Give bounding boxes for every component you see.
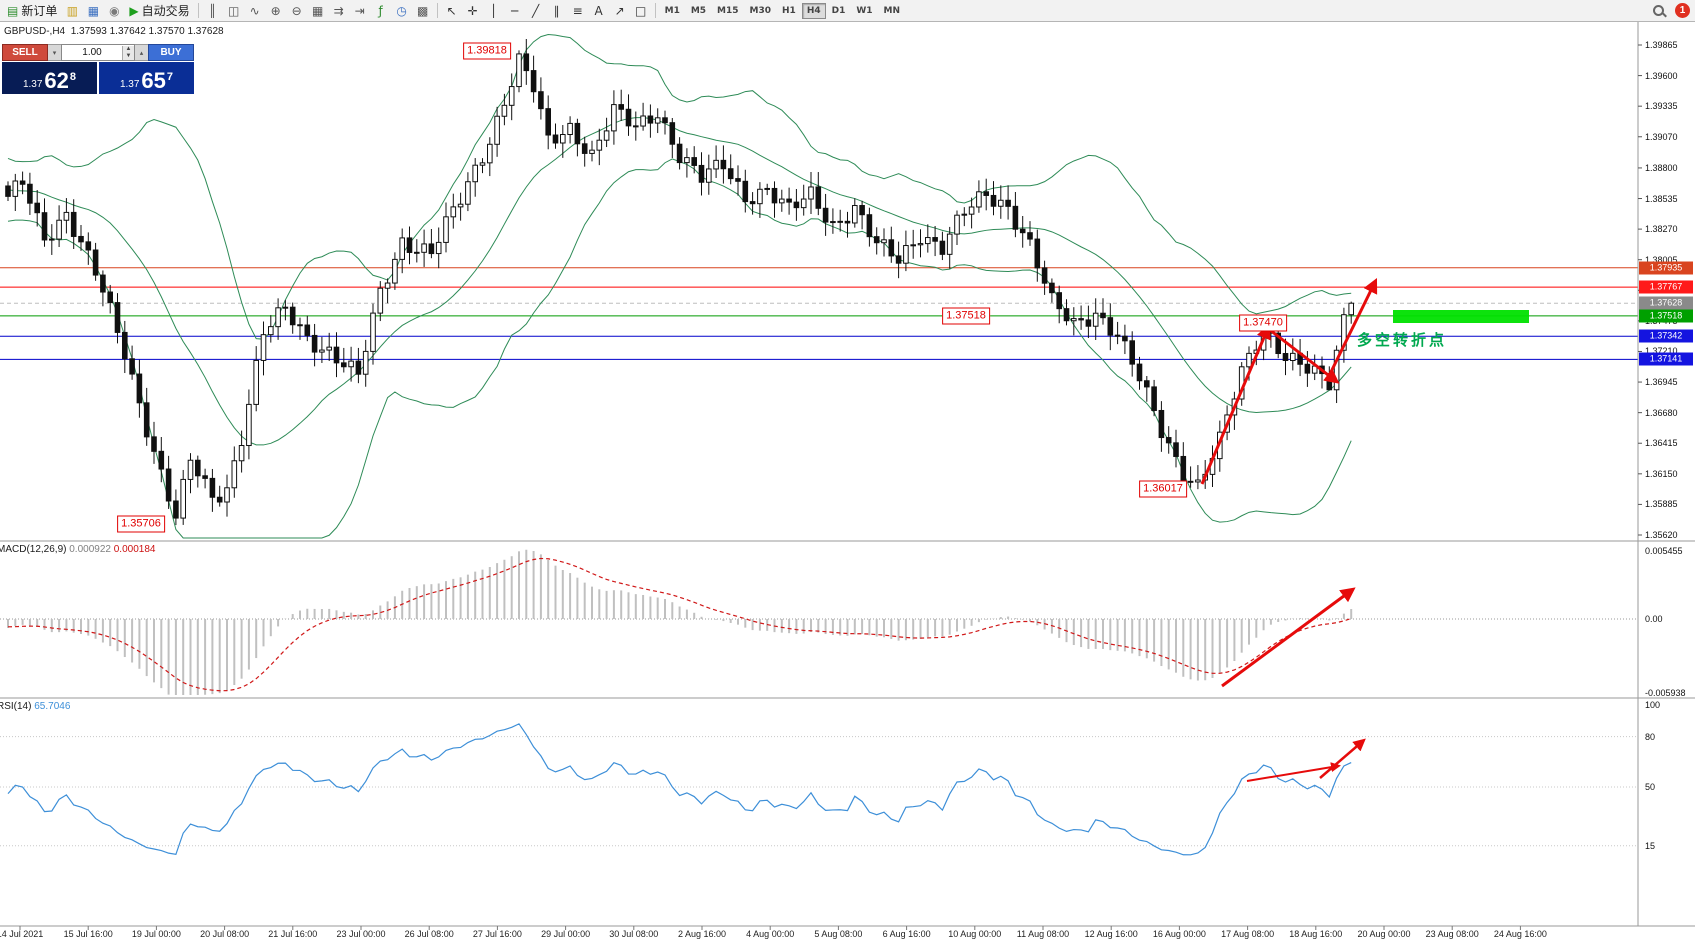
autotrading-label: 自动交易 xyxy=(141,4,190,18)
horizontal-line-button[interactable]: ─ xyxy=(505,2,525,20)
periods-button[interactable]: ◷ xyxy=(392,2,412,20)
channel-button[interactable]: ∥ xyxy=(547,2,567,20)
fibonacci-button[interactable]: ≡ xyxy=(568,2,588,20)
rsi-label: RSI(14) 65.7046 xyxy=(0,701,71,712)
zoom-in-button[interactable]: ⊕ xyxy=(266,2,286,20)
bar-chart-button[interactable]: ║ xyxy=(203,2,223,20)
candlestick-button[interactable]: ◫ xyxy=(224,2,244,20)
text-icon: A xyxy=(594,3,603,18)
timeframe-m1[interactable]: M1 xyxy=(660,3,685,19)
cursor-button[interactable]: ↖ xyxy=(442,2,462,20)
candlestick-icon: ◫ xyxy=(227,3,240,18)
symbol-title: GBPUSD-,H4 xyxy=(4,26,66,37)
sell-dropdown-icon[interactable]: ▾ xyxy=(48,44,61,61)
horizontal-line-icon: ─ xyxy=(510,3,519,18)
arrows-tool-button[interactable]: ↗ xyxy=(610,2,630,20)
symbol-info: GBPUSD-,H4 1.37593 1.37642 1.37570 1.376… xyxy=(4,26,224,37)
crosshair-button[interactable]: ✛ xyxy=(463,2,483,20)
zoom-out-icon: ⊖ xyxy=(291,3,302,18)
market-watch-icon: ▦ xyxy=(87,3,100,18)
zoom-out-button[interactable]: ⊖ xyxy=(287,2,307,20)
vertical-line-button[interactable]: │ xyxy=(484,2,504,20)
line-chart-button[interactable]: ∿ xyxy=(245,2,265,20)
crosshair-icon: ✛ xyxy=(467,3,478,18)
auto-scroll-button[interactable]: ⇉ xyxy=(329,2,349,20)
sell-button[interactable]: SELL xyxy=(2,44,48,61)
arrows-tool-icon: ↗ xyxy=(614,3,625,18)
indicators-icon: ƒ xyxy=(378,3,383,18)
trendline-icon: ╱ xyxy=(531,3,540,18)
volume-stepper[interactable]: ▲ ▼ xyxy=(122,45,134,60)
line-chart-icon: ∿ xyxy=(249,3,260,18)
notification-badge[interactable]: 1 xyxy=(1675,3,1690,18)
new-order-button[interactable]: ▤ 新订单 xyxy=(3,2,61,20)
volume-value: 1.00 xyxy=(82,47,102,58)
bar-chart-icon: ║ xyxy=(208,3,217,18)
periods-icon: ◷ xyxy=(396,3,407,18)
sell-price[interactable]: 1.37 62 8 xyxy=(2,62,97,94)
macd-label: MACD(12,26,9) 0.000922 0.000184 xyxy=(0,544,156,555)
macd-signal-value: 0.000184 xyxy=(113,544,156,555)
templates-icon: ▩ xyxy=(416,3,429,18)
toolbar-separator xyxy=(197,3,199,18)
cursor-icon: ↖ xyxy=(446,3,457,18)
timeframe-h4[interactable]: H4 xyxy=(801,2,826,19)
buy-dropdown-icon[interactable]: ▴ xyxy=(135,44,148,61)
macd-main-value: 0.000922 xyxy=(69,544,111,555)
timeframe-d1[interactable]: D1 xyxy=(827,3,851,19)
fibonacci-icon: ≡ xyxy=(572,3,583,18)
zoom-in-icon: ⊕ xyxy=(270,3,281,18)
text-button[interactable]: A xyxy=(589,2,609,20)
volume-field[interactable]: 1.00 ▲ ▼ xyxy=(61,44,135,61)
tile-windows-icon: ▦ xyxy=(311,3,324,18)
buy-price[interactable]: 1.37 65 7 xyxy=(99,62,194,94)
timeframe-mn[interactable]: MN xyxy=(879,3,906,19)
autotrading-button[interactable]: ▶ 自动交易 xyxy=(125,2,193,20)
timeframe-m15[interactable]: M15 xyxy=(712,3,743,19)
auto-scroll-icon: ⇉ xyxy=(333,3,344,18)
new-order-label: 新订单 xyxy=(21,4,58,18)
timeframe-m5[interactable]: M5 xyxy=(686,3,711,19)
symbol-ohlc: 1.37593 1.37642 1.37570 1.37628 xyxy=(70,26,224,37)
navigator-icon: ◉ xyxy=(109,3,120,18)
accounts-button[interactable]: ▥ xyxy=(62,2,82,20)
autotrading-icon: ▶ xyxy=(129,3,139,18)
one-click-trade-panel: SELL ▾ 1.00 ▲ ▼ ▴ BUY 1.37 62 8 1.37 65 7 xyxy=(2,44,194,94)
buy-button[interactable]: BUY xyxy=(148,44,194,61)
new-order-icon: ▤ xyxy=(7,3,19,18)
chart-shift-button[interactable]: ⇥ xyxy=(350,2,370,20)
tile-windows-button[interactable]: ▦ xyxy=(308,2,328,20)
chart-shift-icon: ⇥ xyxy=(354,3,365,18)
market-watch-button[interactable]: ▦ xyxy=(83,2,103,20)
templates-button[interactable]: ▩ xyxy=(413,2,433,20)
accounts-icon: ▥ xyxy=(66,3,79,18)
toolbar-separator xyxy=(436,3,438,18)
timeframe-h1[interactable]: H1 xyxy=(777,3,801,19)
timeframe-m30[interactable]: M30 xyxy=(745,3,776,19)
timeframe-w1[interactable]: W1 xyxy=(851,3,877,19)
indicators-button[interactable]: ƒ xyxy=(371,2,391,20)
vertical-line-icon: │ xyxy=(489,3,498,18)
channel-icon: ∥ xyxy=(553,3,560,18)
search-icon[interactable] xyxy=(1652,4,1666,18)
shapes-button[interactable]: □ xyxy=(631,2,651,20)
trendline-button[interactable]: ╱ xyxy=(526,2,546,20)
shapes-icon: □ xyxy=(634,3,647,18)
navigator-button[interactable]: ◉ xyxy=(104,2,124,20)
toolbar: ▤ 新订单 ▥ ▦ ◉ ▶ 自动交易 ║ ◫ ∿ ⊕ ⊖ ▦ ⇉ ⇥ ƒ ◷ ▩ ↖ ✛ │ ─ ╱ ∥ ≡ A ↗ □ … xyxy=(0,0,1695,22)
toolbar-separator xyxy=(654,3,656,18)
rsi-value: 65.7046 xyxy=(34,701,71,712)
